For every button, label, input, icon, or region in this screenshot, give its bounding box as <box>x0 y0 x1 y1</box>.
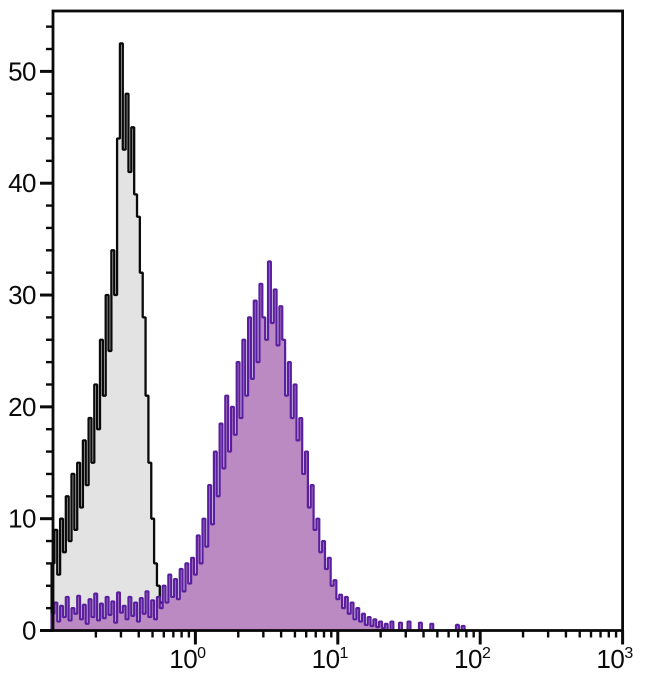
y-axis-tick-label: 10 <box>8 504 36 534</box>
y-axis-tick-label: 0 <box>22 616 36 646</box>
x-axis-tick-label: 103 <box>596 644 633 674</box>
y-axis-tick-label: 30 <box>8 280 36 310</box>
y-axis-tick-label: 20 <box>8 392 36 422</box>
y-axis-tick-label: 50 <box>8 56 36 86</box>
series-unstained-control-area <box>50 42 177 632</box>
x-axis-tick-label: 101 <box>312 644 349 674</box>
x-axis-tick-label: 102 <box>454 644 491 674</box>
series-stained-sample-area <box>50 260 476 632</box>
y-axis-tick-label: 40 <box>8 168 36 198</box>
x-axis-tick-label: 100 <box>169 644 206 674</box>
